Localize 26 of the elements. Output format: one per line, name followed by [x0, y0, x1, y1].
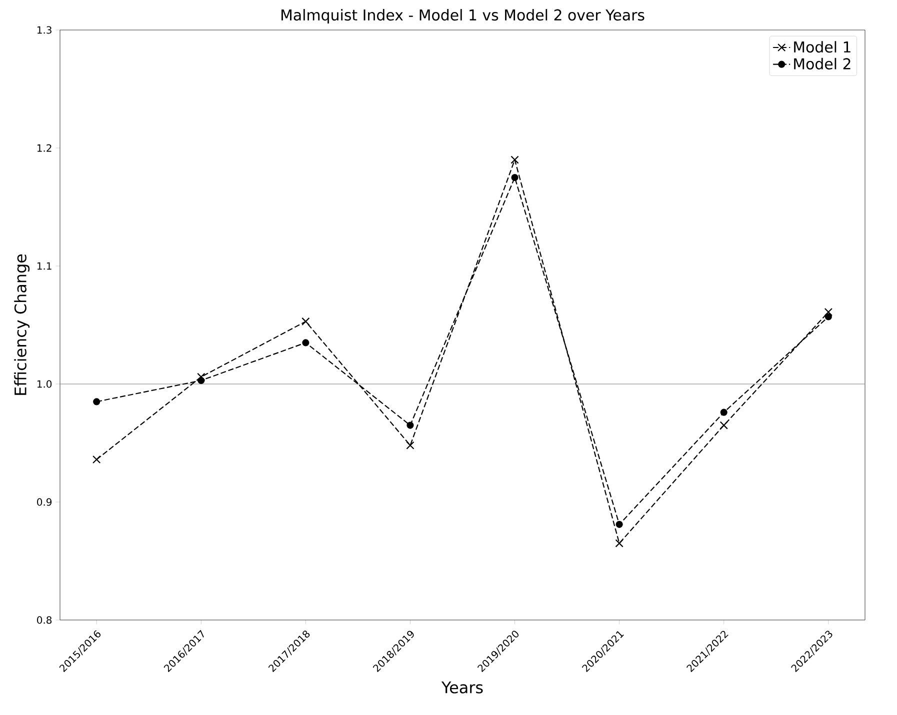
chart-title: Malmquist Index - Model 1 vs Model 2 over Years	[282, 9, 644, 24]
legend-label: Model 1	[794, 41, 850, 53]
point	[510, 156, 519, 164]
y-tick-label: 0.9	[37, 498, 52, 506]
y-tick-label: 1.1	[37, 262, 52, 270]
point	[198, 376, 205, 384]
point	[824, 308, 832, 316]
point	[616, 520, 623, 528]
x-axis-title: Years	[441, 682, 483, 694]
point	[720, 408, 728, 416]
y-axis-title: Efficiency Change	[14, 254, 30, 395]
point	[302, 339, 310, 346]
point	[511, 174, 518, 182]
point	[92, 455, 101, 464]
point	[406, 441, 414, 450]
point	[406, 422, 414, 429]
point	[824, 313, 832, 320]
y-tick-label: 1.0	[37, 380, 52, 388]
y-tick-label: 0.8	[37, 616, 52, 624]
point	[302, 317, 310, 326]
y-tick-label: 1.3	[37, 26, 52, 34]
point	[720, 421, 728, 430]
legend-label: Model 2	[794, 58, 850, 70]
y-tick-label: 1.2	[37, 144, 52, 152]
point	[93, 398, 100, 406]
point	[615, 539, 624, 548]
